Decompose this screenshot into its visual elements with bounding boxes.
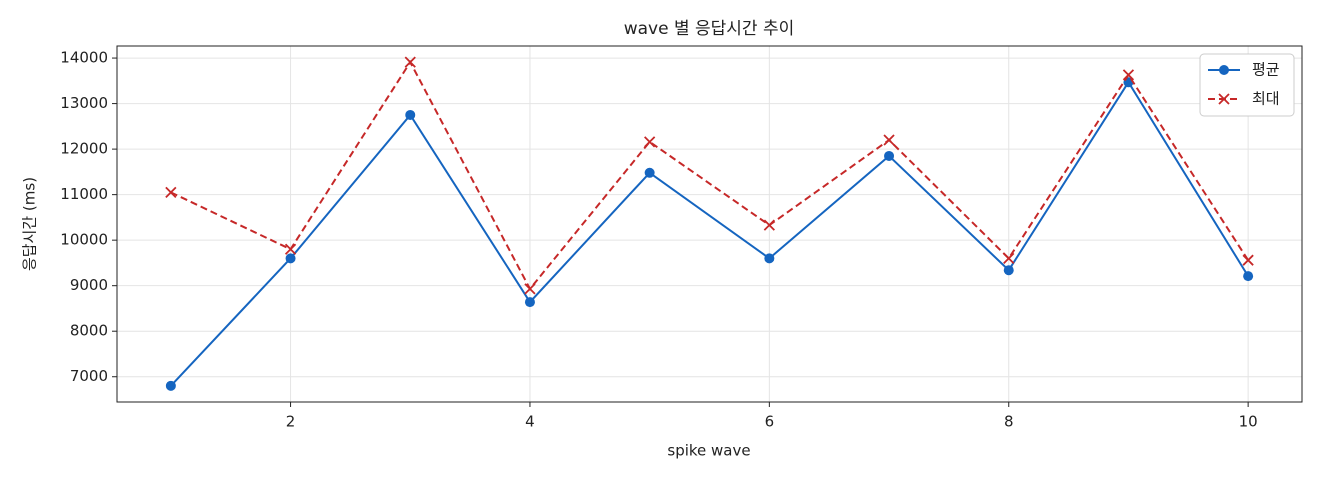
point	[1122, 69, 1135, 81]
legend-box	[1199, 53, 1295, 117]
point	[1003, 252, 1015, 265]
y-tick-label: 11000	[60, 185, 108, 203]
point	[405, 109, 416, 120]
point	[763, 219, 775, 231]
plot-frame	[116, 45, 1303, 403]
point	[404, 56, 416, 68]
point	[1243, 271, 1254, 282]
y-tick-label: 8000	[70, 322, 108, 340]
x-tick-label: 8	[1004, 413, 1014, 431]
series-line	[170, 80, 1249, 387]
y-tick-label: 13000	[60, 94, 108, 112]
y-tick-label: 14000	[60, 49, 108, 67]
point	[764, 253, 775, 264]
y-tick-label: 10000	[60, 231, 108, 249]
y-tick-label: 7000	[70, 367, 108, 385]
point	[165, 186, 177, 198]
legend-label: 최대	[1252, 90, 1280, 108]
point	[285, 253, 296, 264]
point	[884, 150, 895, 161]
x-axis-label: spike wave	[667, 442, 750, 460]
x-tick-label: 2	[286, 413, 296, 431]
point	[284, 243, 297, 255]
point	[883, 134, 895, 146]
x-tick-label: 6	[765, 413, 775, 431]
legend-marker	[1219, 65, 1229, 75]
point	[644, 167, 655, 178]
point	[524, 283, 536, 295]
legend-marker	[1218, 93, 1230, 105]
y-tick-label: 9000	[70, 276, 108, 294]
x-tick-label: 4	[525, 413, 535, 431]
point	[165, 380, 176, 391]
x-tick-label: 10	[1239, 413, 1258, 431]
point	[524, 297, 535, 308]
point	[1242, 254, 1254, 266]
y-axis-label: 응답시간 (ms)	[21, 177, 39, 271]
point	[644, 136, 656, 148]
y-tick-label: 12000	[60, 140, 108, 158]
chart-title: wave 별 응답시간 추이	[624, 19, 795, 39]
series-line	[170, 60, 1249, 291]
point	[1003, 265, 1014, 276]
legend-label: 평균	[1252, 61, 1280, 79]
